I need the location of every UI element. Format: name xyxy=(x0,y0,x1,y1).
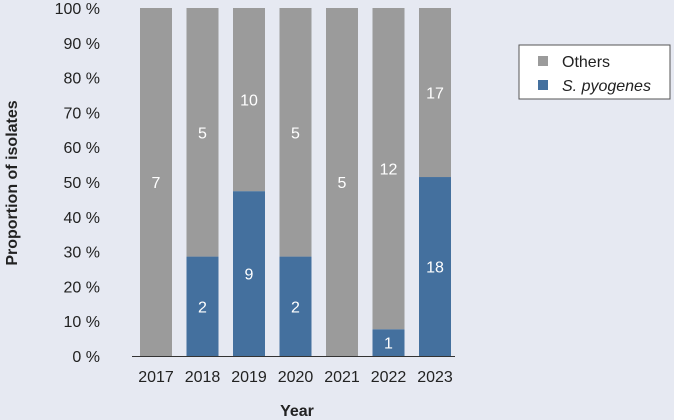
y-tick-label: 50 % xyxy=(64,175,100,192)
bar-value-label: 5 xyxy=(338,175,347,192)
bar-value-label: 9 xyxy=(245,267,254,284)
y-tick-label: 0 % xyxy=(72,349,100,366)
bar-value-label: 5 xyxy=(198,125,207,142)
y-tick-label: 20 % xyxy=(64,279,100,296)
y-tick-label: 60 % xyxy=(64,140,100,157)
x-tick-label: 2019 xyxy=(231,369,267,386)
bar-value-label: 10 xyxy=(240,93,258,110)
bar-value-label: 5 xyxy=(291,125,300,142)
x-tick-label: 2020 xyxy=(278,369,314,386)
bar-segment xyxy=(279,256,312,356)
y-tick-label: 10 % xyxy=(64,314,100,331)
y-axis-title: Proportion of isolates xyxy=(4,100,21,265)
legend-swatch xyxy=(538,80,548,90)
legend: Others S. pyogenes xyxy=(518,44,671,100)
legend-label: S. pyogenes xyxy=(562,78,651,95)
y-tick-label: 40 % xyxy=(64,210,100,227)
bar-value-label: 17 xyxy=(426,86,444,103)
bar-segment xyxy=(233,191,265,356)
x-tick-label: 2017 xyxy=(138,369,174,386)
y-tick-label: 30 % xyxy=(64,245,100,262)
bar-segment xyxy=(419,177,451,356)
bar-value-label: 18 xyxy=(426,260,444,277)
x-axis-title: Year xyxy=(280,403,314,420)
x-tick-label: 2022 xyxy=(371,369,407,386)
bar-value-label: 7 xyxy=(152,175,161,192)
bar-segment xyxy=(233,8,265,192)
x-tick-label: 2021 xyxy=(324,369,360,386)
bar-segment xyxy=(279,8,312,257)
y-tick-label: 70 % xyxy=(64,105,100,122)
bar-value-label: 2 xyxy=(198,299,207,316)
legend-label: Others xyxy=(562,54,610,71)
legend-swatch xyxy=(538,56,548,66)
bar-segment xyxy=(419,8,451,178)
bar-segment xyxy=(326,8,358,356)
bar-segment xyxy=(186,8,219,257)
y-tick-label: 80 % xyxy=(64,71,100,88)
bar-segment xyxy=(372,8,405,330)
x-axis-ticks: 2017 2018 2019 2020 2021 2022 2023 xyxy=(138,369,453,386)
x-tick-label: 2018 xyxy=(185,369,221,386)
bar-value-label: 2 xyxy=(291,299,300,316)
x-tick-label: 2023 xyxy=(417,369,453,386)
bar-segment xyxy=(372,329,405,356)
bar-segment xyxy=(140,8,172,356)
bars-group: 7 2 5 9 10 2 5 5 1 12 18 17 xyxy=(140,8,451,356)
y-tick-label: 90 % xyxy=(64,36,100,53)
bar-segment xyxy=(186,256,219,356)
y-axis-ticks: 0 % 10 % 20 % 30 % 40 % 50 % 60 % 70 % 80 % 90 % 1… xyxy=(55,1,100,366)
bar-value-label: 12 xyxy=(380,162,398,179)
y-tick-label: 100 % xyxy=(55,1,100,18)
bar-value-label: 1 xyxy=(384,336,393,353)
